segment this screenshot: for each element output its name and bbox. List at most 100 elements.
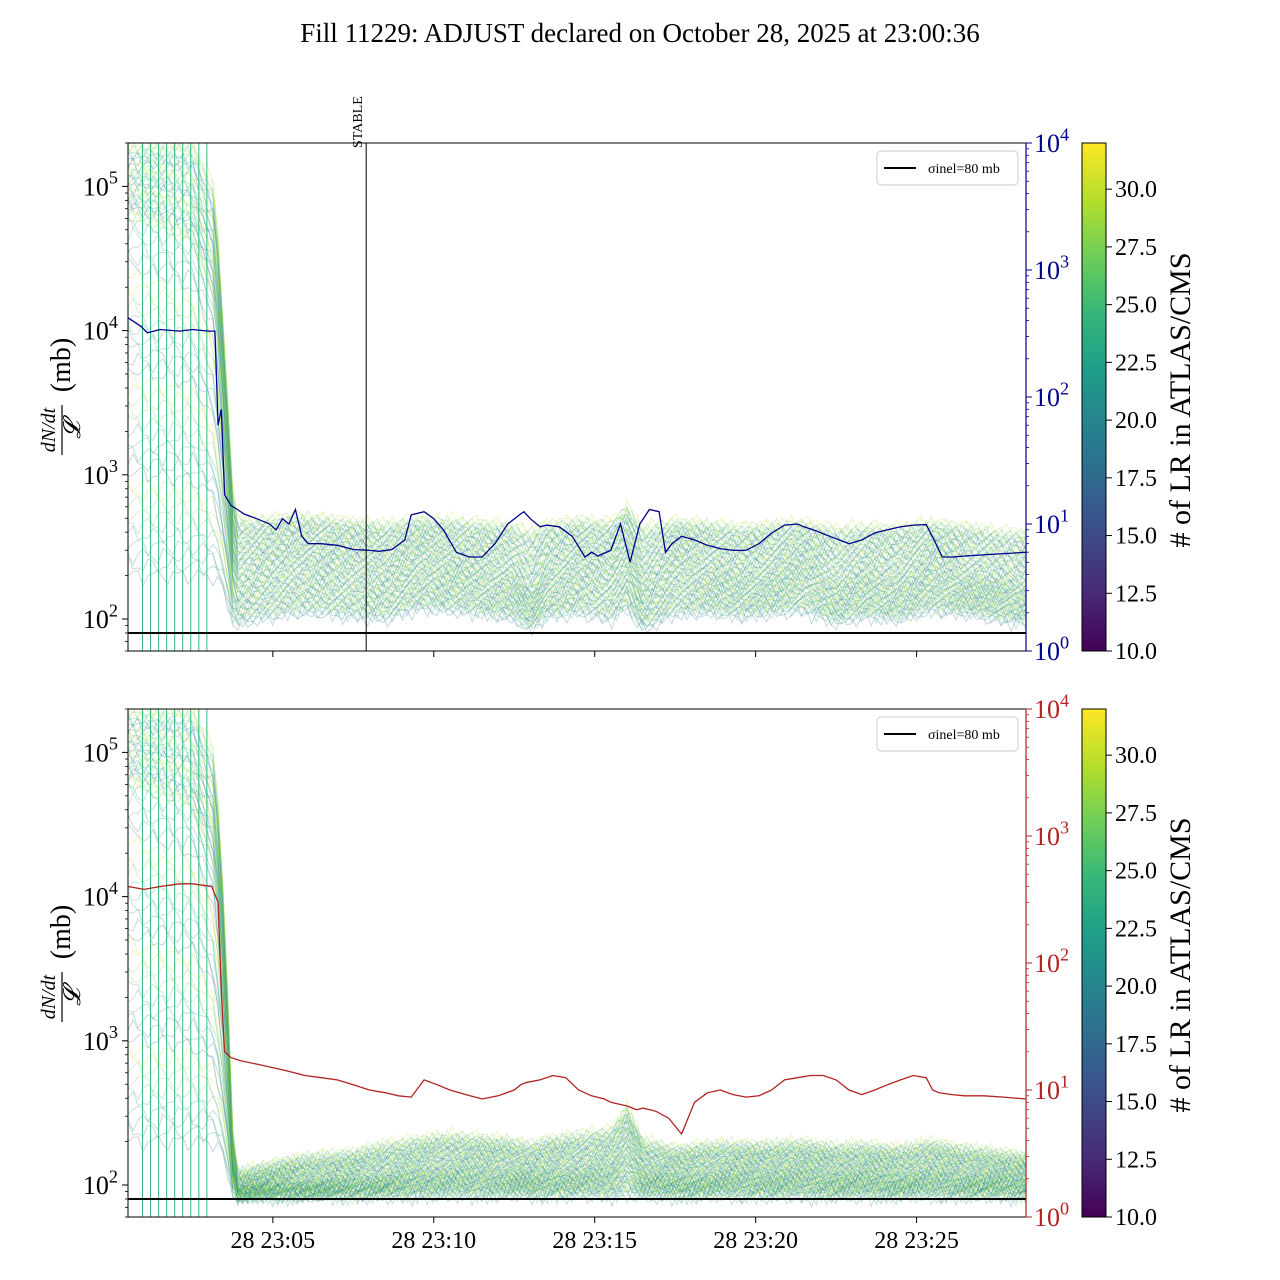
y-tick-label: 102 [83, 1166, 118, 1200]
density-trace [128, 709, 1026, 1179]
density-trace [128, 823, 1026, 1202]
colorbar-tick-label: 12.5 [1115, 581, 1157, 607]
colorbar-tick-label: 30.0 [1115, 743, 1157, 769]
density-trace [128, 189, 1026, 580]
density-trace [128, 151, 1026, 553]
colorbar-tick-label: 27.5 [1115, 235, 1157, 261]
secondary-series-line [128, 317, 1026, 563]
density-trace [128, 342, 1026, 609]
density-trace [128, 880, 1026, 1200]
density-trace [128, 764, 1026, 1192]
density-trace [128, 446, 1026, 621]
density-trace [128, 774, 1026, 1202]
colorbar-tick-label: 12.5 [1115, 1147, 1157, 1173]
density-trace [128, 709, 1026, 1179]
density-trace [128, 283, 1026, 608]
density-trace [128, 193, 1026, 580]
density-trace [128, 754, 1026, 1194]
top-colorbar-gradient [1081, 142, 1107, 652]
density-trace [128, 958, 1026, 1206]
density-trace [128, 174, 1026, 568]
density-trace [128, 761, 1026, 1195]
density-trace [128, 509, 1026, 628]
bottom-ylabel-unit: (mb) [46, 905, 77, 959]
top-y-axis-label: dN/dt 𝓛 (mb) [38, 338, 86, 455]
x-tick-label: 28 23:25 [874, 1228, 959, 1254]
density-trace [128, 363, 1026, 613]
density-trace [128, 154, 1026, 555]
density-trace [128, 143, 1026, 545]
density-trace [128, 143, 1026, 541]
colorbar-tick-label: 20.0 [1115, 974, 1157, 1000]
secondary-y-tick-label: 101 [1034, 505, 1069, 539]
density-trace [128, 297, 1026, 605]
bottom-panel: 102 103 104 105 100 101 102 103 104 28 23:05 28 23… [83, 690, 1069, 1254]
y-tick-label: 105 [83, 734, 118, 768]
top-density-band [128, 143, 1026, 651]
bottom-y-axis-label: dN/dt 𝓛 (mb) [38, 905, 86, 1022]
density-trace [128, 195, 1026, 589]
density-trace [128, 727, 1026, 1186]
density-trace [128, 736, 1026, 1189]
x-tick-label: 28 23:05 [231, 1228, 316, 1254]
y-tick-label: 103 [83, 1022, 118, 1056]
density-trace [128, 967, 1026, 1201]
bottom-density-band [128, 709, 1026, 1217]
density-trace [128, 382, 1026, 617]
density-trace [128, 1061, 1026, 1207]
secondary-y-tick-label: 101 [1034, 1071, 1069, 1105]
density-trace [128, 711, 1026, 1182]
density-trace [128, 314, 1026, 610]
density-trace [128, 863, 1026, 1200]
density-trace [128, 158, 1026, 556]
top-legend: σinel=80 mb [876, 150, 1019, 186]
secondary-y-tick-label: 102 [1034, 378, 1069, 412]
density-trace [128, 203, 1026, 589]
colorbar-tick-label: 27.5 [1115, 801, 1157, 827]
density-trace [128, 555, 1026, 634]
density-trace [128, 731, 1026, 1184]
density-trace [128, 208, 1026, 597]
density-trace [128, 188, 1026, 577]
density-trace [128, 709, 1026, 1180]
density-trace [128, 729, 1026, 1186]
density-trace [128, 182, 1026, 577]
secondary-y-tick-label: 104 [1034, 124, 1069, 158]
density-trace [128, 249, 1026, 599]
x-tick-label: 28 23:15 [552, 1228, 637, 1254]
secondary-y-tick-label: 104 [1034, 690, 1069, 724]
density-trace [128, 894, 1026, 1202]
density-trace [128, 163, 1026, 562]
density-trace [128, 198, 1026, 584]
density-trace [128, 1121, 1026, 1209]
bottom-ylabel-denominator: 𝓛 [60, 982, 86, 1006]
density-trace [128, 546, 1026, 638]
density-trace [128, 414, 1026, 616]
y-tick-label: 103 [83, 456, 118, 490]
top-ylabel-denominator: 𝓛 [60, 415, 86, 439]
density-trace [128, 257, 1026, 601]
density-trace [128, 568, 1026, 633]
page-title: Fill 11229: ADJUST declared on October 2… [300, 18, 980, 48]
y-tick-label: 104 [83, 878, 118, 912]
density-trace [128, 748, 1026, 1187]
secondary-y-tick-label: 100 [1034, 1198, 1069, 1232]
y-tick-label: 102 [83, 600, 118, 634]
density-trace [128, 401, 1026, 617]
density-trace [128, 762, 1026, 1198]
density-trace [128, 723, 1026, 1182]
density-trace [128, 351, 1026, 613]
stable-annotation-label: STABLE [351, 96, 366, 148]
secondary-y-tick-label: 103 [1034, 251, 1069, 285]
density-trace [128, 525, 1026, 628]
density-trace [128, 768, 1026, 1200]
density-trace [128, 1012, 1026, 1204]
colorbar-tick-label: 22.5 [1115, 916, 1157, 942]
density-trace [128, 887, 1026, 1203]
density-trace [128, 917, 1026, 1203]
density-trace [128, 239, 1026, 600]
density-trace [128, 1105, 1026, 1207]
density-trace [128, 165, 1026, 561]
density-trace [128, 980, 1026, 1203]
